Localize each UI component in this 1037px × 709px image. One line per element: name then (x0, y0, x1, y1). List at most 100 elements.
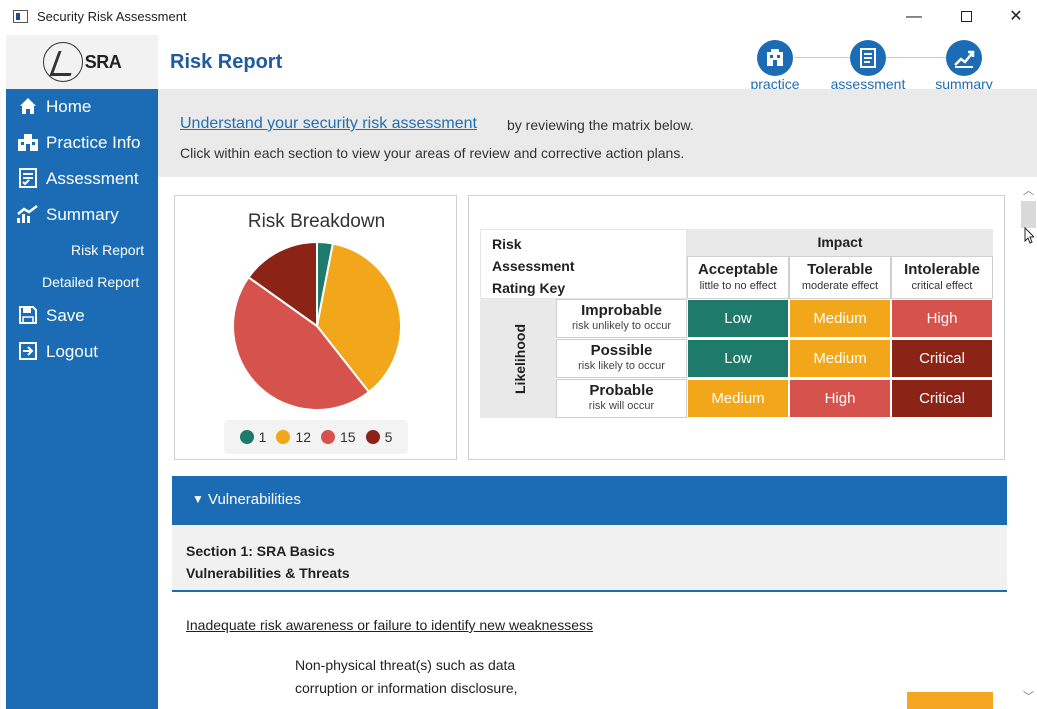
legend-item-low[interactable]: 1 (239, 429, 267, 445)
intro-band (158, 89, 1037, 177)
checklist-icon (16, 168, 40, 190)
legend-dot-icon (239, 430, 254, 444)
column-title: Tolerable (807, 261, 873, 278)
column-title: Intolerable (904, 261, 980, 278)
close-button[interactable]: ✕ (1009, 8, 1023, 25)
title-bar: Security Risk Assessment — ✕ (0, 0, 1037, 35)
sidebar-item-save[interactable]: Save (6, 304, 158, 328)
vulnerabilities-label: Vulnerabilities (208, 491, 301, 508)
pie-slice-high[interactable] (232, 275, 371, 411)
likelihood-label: Likelihood (512, 324, 528, 394)
row-subtitle: risk will occur (588, 400, 655, 412)
scrollbar[interactable] (1020, 180, 1037, 709)
rating-key-label: Risk Assessment Rating Key (480, 229, 687, 299)
legend-item-medium[interactable]: 12 (276, 429, 311, 445)
pie-slice-medium[interactable] (315, 242, 402, 394)
sidebar-item-detailed-report[interactable]: Detailed Report (6, 271, 158, 293)
column-subtitle: little to no effect (699, 280, 777, 292)
section-title-line: Section 1: SRA Basics (186, 543, 335, 559)
section-title: Section 1: SRA Basics Vulnerabilities & … (186, 540, 350, 584)
building-icon (757, 40, 793, 76)
step-connector (794, 57, 852, 58)
building-icon (16, 132, 40, 154)
sra-logo[interactable]: SRA (6, 35, 158, 89)
sidebar-item-logout[interactable]: Logout (6, 340, 158, 364)
checklist-icon (850, 40, 886, 76)
scroll-up-arrow-icon[interactable]: ︿ (1023, 185, 1034, 197)
risk-breakdown-panel: Risk Breakdown 1 12 15 5 (174, 195, 457, 460)
rating-cell[interactable]: Critical (891, 339, 993, 378)
pie-slice-critical[interactable] (247, 240, 318, 328)
step-label: assessment (830, 76, 906, 92)
column-header-intolerable: Intolerable critical effect (891, 256, 993, 299)
sidebar-item-label: Logout (46, 342, 98, 361)
threat-rating-chip (907, 692, 993, 709)
column-subtitle: critical effect (911, 280, 973, 292)
risk-pie-chart[interactable] (227, 236, 407, 416)
maximize-icon (960, 11, 972, 23)
legend-value: 12 (295, 429, 311, 445)
sidebar-item-practice-info[interactable]: Practice Info (6, 131, 158, 155)
sidebar-item-summary[interactable]: Summary (6, 203, 158, 227)
step-summary[interactable]: summary (924, 40, 1004, 92)
section-header[interactable]: Section 1: SRA Basics Vulnerabilities & … (172, 525, 1007, 592)
row-header-possible: Possible risk likely to occur (556, 339, 687, 378)
mouse-cursor-icon (1024, 227, 1034, 244)
step-label: summary (935, 76, 993, 92)
window-title: Security Risk Assessment (37, 9, 187, 24)
legend-value: 5 (384, 429, 393, 445)
chart-title: Risk Breakdown (247, 211, 386, 232)
sidebar-item-label: Practice Info (46, 133, 141, 152)
rating-cell[interactable]: Medium (687, 379, 789, 418)
rating-cell[interactable]: Medium (789, 299, 891, 338)
sidebar-item-home[interactable]: Home (6, 95, 158, 119)
rating-cell[interactable]: High (789, 379, 891, 418)
sidebar-item-label: Home (46, 97, 92, 116)
step-assessment[interactable]: assessment (828, 40, 908, 92)
legend-item-high[interactable]: 15 (321, 429, 356, 445)
understand-assessment-link[interactable]: Understand your security risk assessment (180, 115, 477, 132)
rating-cell[interactable]: Critical (891, 379, 993, 418)
rating-key-line: Rating Key (492, 280, 566, 296)
column-title: Acceptable (697, 261, 779, 278)
app-icon (13, 10, 28, 23)
minimize-button[interactable]: — (906, 8, 922, 25)
maximize-button[interactable] (955, 6, 977, 28)
vulnerabilities-toggle[interactable]: ▼ Vulnerabilities (172, 476, 1007, 525)
scrollbar-thumb[interactable] (1021, 201, 1036, 228)
section-title-line: Vulnerabilities & Threats (186, 565, 350, 581)
row-title: Probable (589, 382, 654, 399)
step-practice[interactable]: practice (735, 40, 815, 92)
risk-matrix-panel: Risk Assessment Rating Key Impact Accept… (468, 195, 1005, 460)
sidebar-item-label: Summary (46, 205, 119, 224)
threat-title-link[interactable]: Inadequate risk awareness or failure to … (186, 617, 593, 633)
threat-description-line: Non-physical threat(s) such as data (295, 657, 516, 673)
intro-instruction: Click within each section to view your a… (180, 145, 685, 161)
threat-description-line: corruption or information disclosure, (295, 680, 518, 696)
caret-down-icon: ▼ (192, 492, 204, 506)
row-subtitle: risk unlikely to occur (571, 320, 672, 332)
row-subtitle: risk likely to occur (578, 360, 665, 372)
likelihood-header: Likelihood (480, 299, 556, 418)
legend-dot-icon (276, 430, 291, 444)
sidebar-item-assessment[interactable]: Assessment (6, 167, 158, 191)
sidebar-item-label: Save (46, 306, 85, 325)
rating-cell[interactable]: High (891, 299, 993, 338)
sidebar-item-label: Risk Report (71, 242, 145, 258)
legend-item-critical[interactable]: 5 (365, 429, 393, 445)
rating-cell[interactable]: Medium (789, 339, 891, 378)
rating-cell[interactable]: Low (687, 339, 789, 378)
sidebar-item-label: Assessment (46, 169, 139, 188)
legend-value: 1 (258, 429, 267, 445)
chart-icon (16, 204, 40, 226)
impact-header: Impact (687, 229, 993, 256)
chart-legend: 1 12 15 5 (224, 420, 408, 454)
sidebar-item-risk-report[interactable]: Risk Report (6, 239, 158, 261)
legend-value: 15 (340, 429, 356, 445)
save-icon (16, 305, 40, 327)
column-header-tolerable: Tolerable moderate effect (789, 256, 891, 299)
row-title: Improbable (581, 302, 662, 319)
rating-cell[interactable]: Low (687, 299, 789, 338)
scroll-down-arrow-icon[interactable]: ﹀ (1023, 691, 1034, 703)
